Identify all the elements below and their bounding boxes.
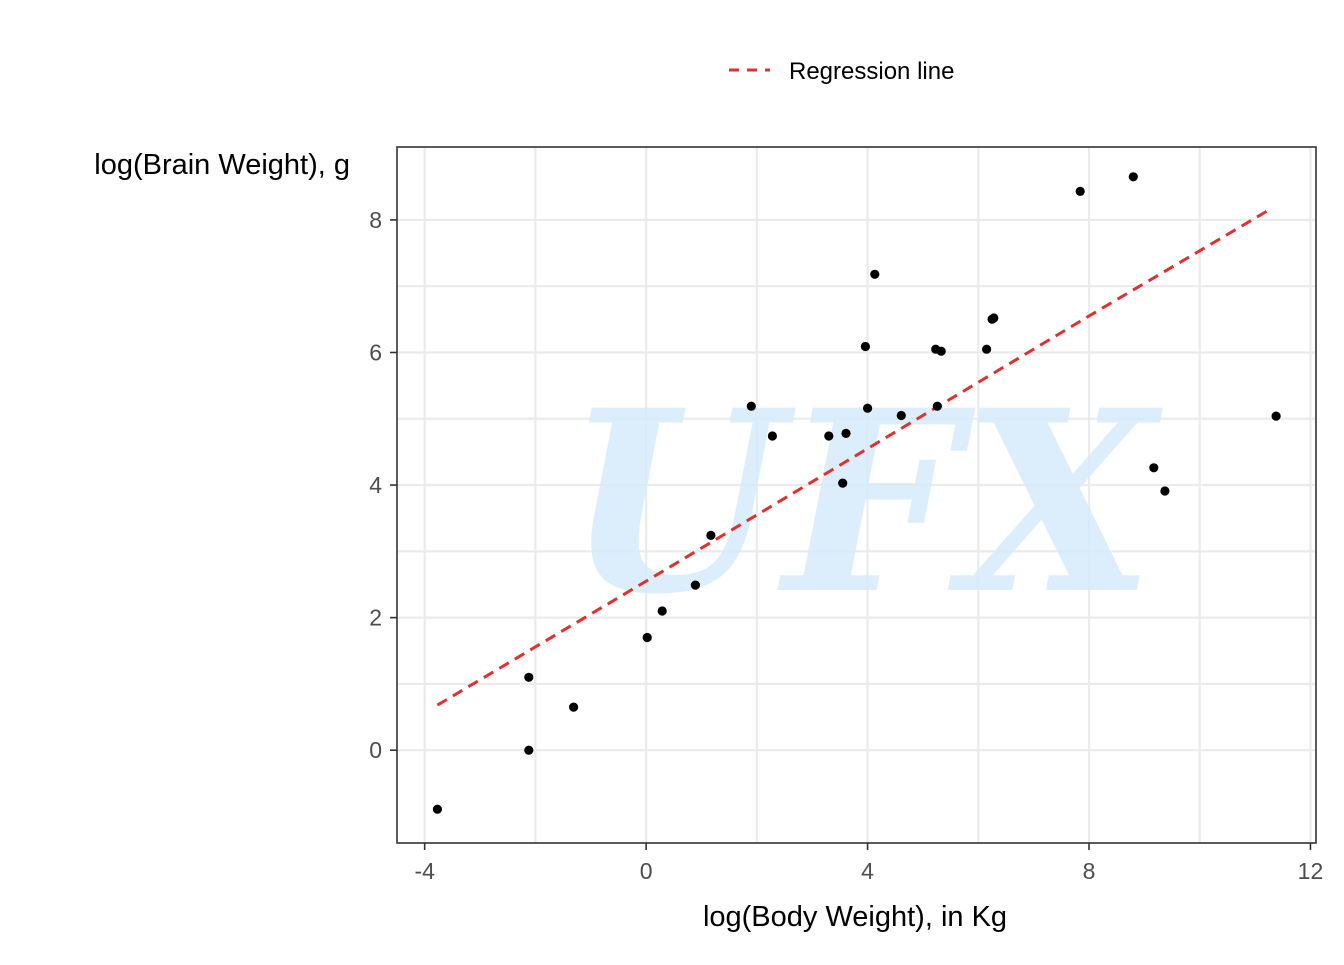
y-tick-label: 4 [369, 472, 382, 498]
x-tick-label: 8 [1083, 858, 1096, 884]
data-point [569, 702, 579, 712]
data-point [860, 341, 871, 352]
data-point [524, 745, 534, 755]
y-tick-label: 0 [369, 737, 382, 763]
data-point [896, 410, 906, 421]
data-point [989, 313, 999, 323]
data-point [982, 344, 992, 354]
y-axis-title: log(Brain Weight), g [94, 149, 350, 181]
y-tick-label: 6 [369, 339, 382, 365]
grid-lines [397, 147, 1316, 843]
plot-panel [396, 146, 1317, 844]
data-point [838, 478, 848, 488]
x-tick-label: 12 [1298, 858, 1324, 884]
data-point [432, 804, 442, 814]
data-point [1075, 186, 1085, 196]
data-point [824, 431, 834, 441]
data-point [690, 580, 701, 590]
data-point [863, 403, 873, 413]
data-point [657, 606, 667, 616]
data-point [1160, 486, 1170, 496]
legend: Regression line [729, 58, 954, 85]
x-tick-label: -4 [414, 858, 435, 884]
data-point [841, 428, 851, 438]
legend-label-regression-line: Regression line [789, 58, 954, 85]
regression-line [436, 208, 1270, 707]
data-point [932, 401, 942, 411]
x-tick-label: 4 [861, 858, 874, 884]
data-point [1128, 172, 1138, 182]
data-point [936, 346, 946, 356]
data-point [642, 632, 652, 643]
data-point [1271, 411, 1281, 421]
data-point [746, 401, 756, 411]
y-tick-label: 8 [369, 207, 382, 233]
y-tick-label: 2 [369, 605, 382, 631]
data-point [1149, 463, 1159, 473]
watermark-text: UFX [565, 355, 1164, 649]
data-points [432, 172, 1281, 814]
data-point [524, 672, 534, 682]
x-tick-label: 0 [640, 858, 653, 884]
x-axis-title: log(Body Weight), in Kg [703, 901, 1007, 933]
data-point [706, 530, 716, 541]
watermark-logo: UFX [565, 355, 1164, 649]
data-point [870, 269, 880, 279]
axis-ticks: -4 0 4 8 12 0 2 4 6 8 [369, 207, 1323, 884]
data-point [767, 431, 778, 441]
regression-layer [436, 208, 1270, 707]
